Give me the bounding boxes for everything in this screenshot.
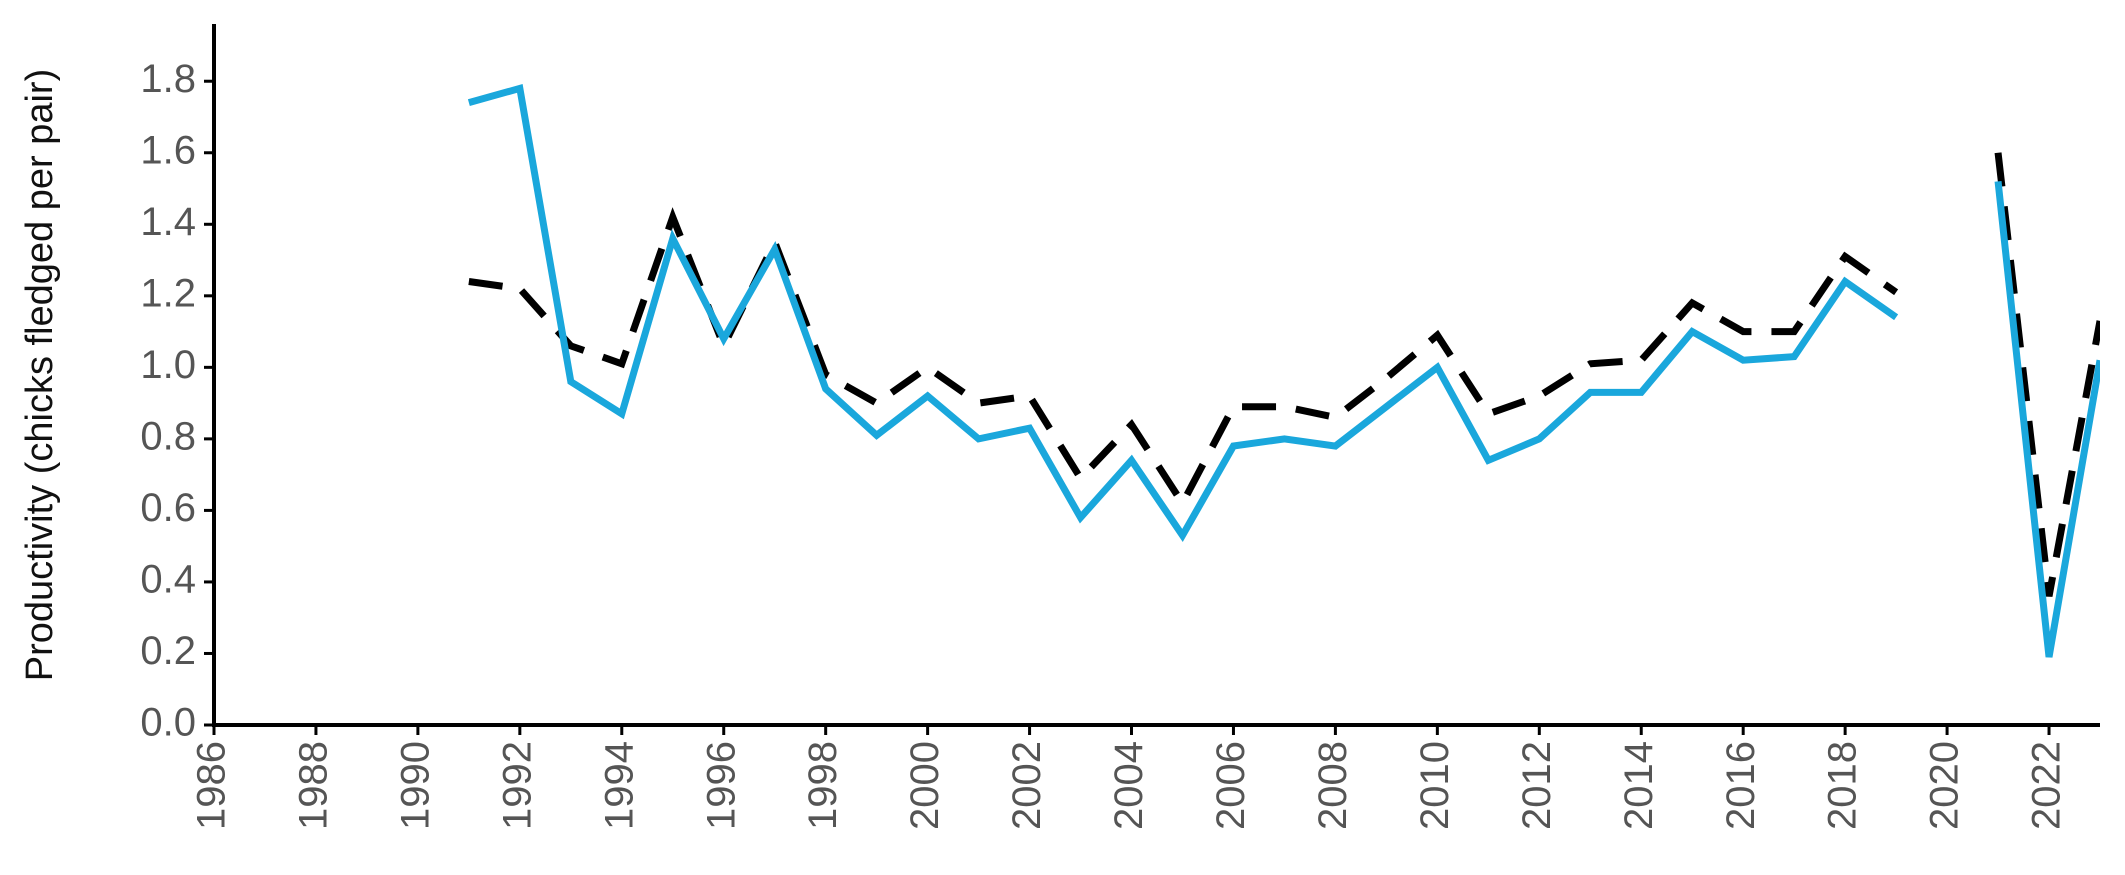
x-tick-label: 1994	[597, 741, 641, 830]
x-tick-label: 1988	[292, 741, 336, 830]
x-tick-label: 2016	[1719, 741, 1763, 830]
y-tick-label: 1.8	[140, 57, 196, 101]
plot-area	[467, 83, 2100, 658]
x-tick-label: 2022	[2025, 741, 2069, 830]
y-tick-label: 0.0	[140, 701, 196, 745]
x-tick-label: 2010	[1413, 741, 1457, 830]
x-tick-label: 2018	[1821, 741, 1865, 830]
x-tick-label: 2008	[1311, 741, 1355, 830]
y-axis-title: Productivity (chicks fledged per pair)	[19, 69, 61, 681]
x-tick-label: 2006	[1209, 741, 1253, 830]
y-tick-label: 0.8	[140, 414, 196, 458]
y-tick-label: 1.6	[140, 128, 196, 172]
x-tick-label: 2020	[1923, 741, 1967, 830]
y-tick-label: 1.2	[140, 271, 196, 315]
x-tick-label: 1992	[495, 741, 539, 830]
series-line	[467, 83, 2100, 658]
x-tick-label: 2002	[1005, 741, 1049, 830]
y-tick-label: 1.4	[140, 200, 196, 244]
x-tick-label: 2014	[1617, 741, 1661, 830]
y-tick-label: 0.4	[140, 558, 196, 602]
x-tick-label: 1986	[190, 741, 234, 830]
x-tick-label: 2004	[1107, 741, 1151, 830]
x-tick-label: 1996	[699, 741, 743, 830]
x-tick-label: 2012	[1515, 741, 1559, 830]
y-tick-label: 0.6	[140, 486, 196, 530]
series-line	[468, 152, 2100, 597]
x-tick-label: 1998	[801, 741, 845, 830]
x-tick-label: 1990	[393, 741, 437, 830]
x-tick-label: 2000	[903, 741, 947, 830]
y-tick-label: 0.2	[140, 629, 196, 673]
y-tick-label: 1.0	[140, 343, 196, 387]
